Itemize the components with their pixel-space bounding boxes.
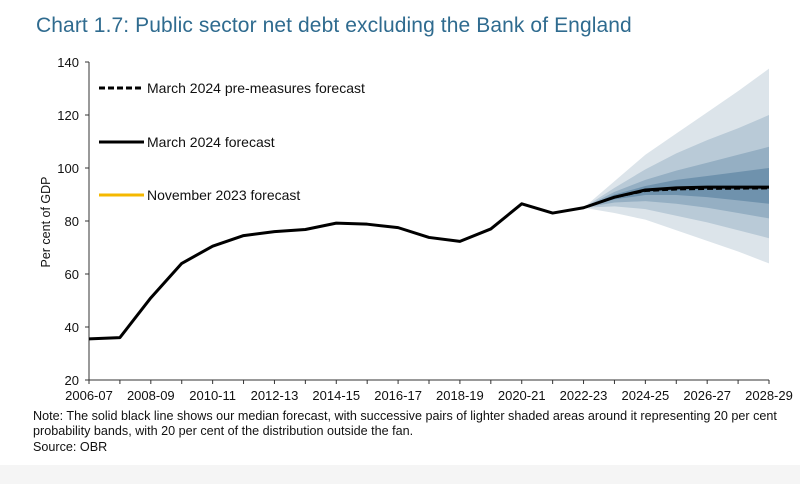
y-axis-label: Per cent of GDP <box>39 176 53 267</box>
y-tick-label: 20 <box>65 373 79 388</box>
legend: March 2024 pre-measures forecast March 20… <box>99 80 365 203</box>
legend-label: November 2023 forecast <box>147 187 300 203</box>
bottom-strip <box>0 465 800 484</box>
series-lines <box>88 185 770 341</box>
y-tick-label: 40 <box>65 320 79 335</box>
y-tick-label: 100 <box>57 161 79 176</box>
x-tick-label: 2016-17 <box>374 388 422 403</box>
fan-bands <box>583 68 769 264</box>
y-tick-label: 80 <box>65 214 79 229</box>
premeasures-forecast-line <box>583 186 770 209</box>
x-tick-label: 2014-15 <box>312 388 360 403</box>
chart-note: Note: The solid black line shows our med… <box>33 409 777 438</box>
chart-title: Chart 1.7: Public sector net debt exclud… <box>36 14 632 37</box>
legend-label: March 2024 pre-measures forecast <box>147 80 365 96</box>
line-chart: 20 40 60 80 100 120 140 2006-07 2008-09 2010-11 20… <box>39 55 793 403</box>
x-tick-label: 2022-23 <box>560 388 608 403</box>
y-tick-label: 140 <box>57 55 79 70</box>
x-tick-label: 2006-07 <box>65 388 113 403</box>
x-tick-label: 2028-29 <box>745 388 793 403</box>
x-tick-label: 2010-11 <box>189 388 236 403</box>
x-tick-label: 2024-25 <box>622 388 670 403</box>
chart-source: Source: OBR <box>33 440 108 454</box>
y-tick-label: 120 <box>57 108 79 123</box>
x-tick-label: 2012-13 <box>251 388 299 403</box>
x-tick-label: 2008-09 <box>127 388 175 403</box>
x-tick-label: 2026-27 <box>683 388 731 403</box>
axes: 20 40 60 80 100 120 140 2006-07 2008-09 2010-11 20… <box>57 55 793 403</box>
x-tick-label: 2018-19 <box>436 388 484 403</box>
y-tick-label: 60 <box>65 267 79 282</box>
legend-label: March 2024 forecast <box>147 134 275 150</box>
x-tick-label: 2020-21 <box>498 388 546 403</box>
